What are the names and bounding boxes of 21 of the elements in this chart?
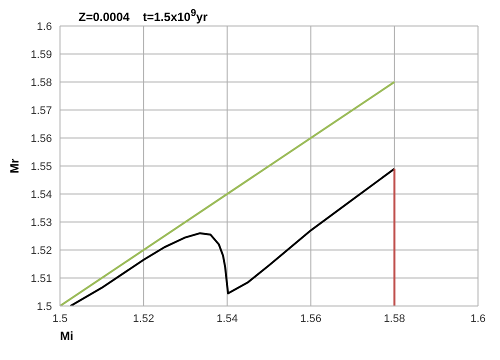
- x-tick-label: 1.56: [300, 312, 322, 325]
- y-tick-label: 1.51: [30, 272, 52, 285]
- y-tick-label: 1.56: [30, 132, 52, 145]
- y-tick-label: 1.53: [30, 216, 52, 229]
- x-tick-label: 1.58: [384, 312, 406, 325]
- x-tick-label: 1.54: [216, 312, 238, 325]
- line-series: [69, 168, 396, 306]
- y-tick-label: 1.6: [36, 20, 52, 33]
- y-tick-label: 1.57: [30, 104, 52, 117]
- y-tick-label: 1.55: [30, 160, 52, 173]
- x-tick-label: 1.5: [52, 312, 68, 325]
- y-axis-title: Mr: [7, 158, 22, 174]
- x-tick-label: 1.6: [470, 312, 486, 325]
- x-tick-label: 1.52: [132, 312, 154, 325]
- y-tick-label: 1.54: [30, 188, 52, 201]
- y-tick-label: 1.5: [36, 300, 52, 313]
- chart-title: Z=0.0004 t=1.5x10$^{9}$yr: [78, 8, 208, 24]
- y-tick-label: 1.59: [30, 48, 52, 61]
- y-tick-label: 1.52: [30, 244, 52, 257]
- x-axis-title: Mi: [60, 329, 74, 343]
- y-tick-label: 1.58: [30, 76, 52, 89]
